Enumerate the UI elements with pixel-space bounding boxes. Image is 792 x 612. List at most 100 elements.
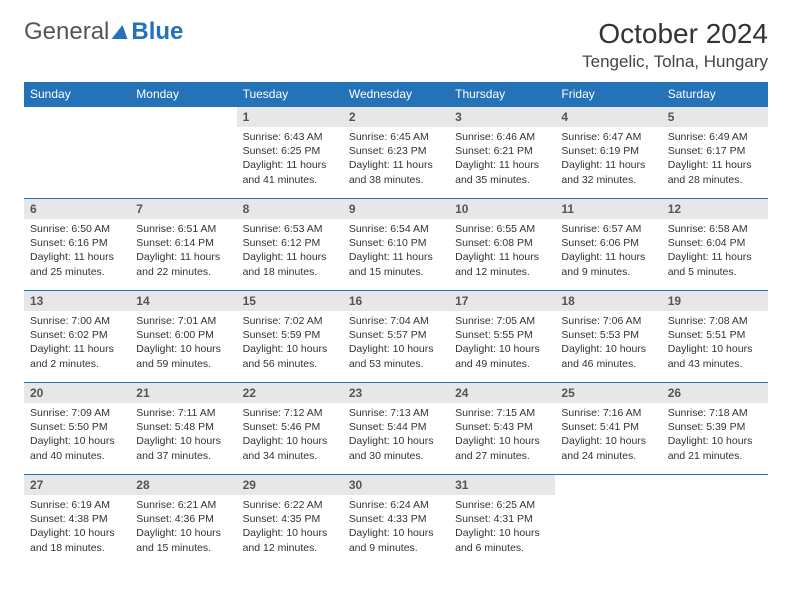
day-details: Sunrise: 6:19 AMSunset: 4:38 PMDaylight:…	[24, 495, 130, 559]
day-number: 29	[237, 475, 343, 495]
calendar-cell: 27Sunrise: 6:19 AMSunset: 4:38 PMDayligh…	[24, 475, 130, 567]
day-details: Sunrise: 6:57 AMSunset: 6:06 PMDaylight:…	[555, 219, 661, 283]
day-number: 25	[555, 383, 661, 403]
day-details: Sunrise: 7:08 AMSunset: 5:51 PMDaylight:…	[662, 311, 768, 375]
day-number: 15	[237, 291, 343, 311]
calendar-cell: 3Sunrise: 6:46 AMSunset: 6:21 PMDaylight…	[449, 107, 555, 199]
day-details: Sunrise: 7:13 AMSunset: 5:44 PMDaylight:…	[343, 403, 449, 467]
location-text: Tengelic, Tolna, Hungary	[582, 52, 768, 72]
day-number: 24	[449, 383, 555, 403]
calendar-row: 20Sunrise: 7:09 AMSunset: 5:50 PMDayligh…	[24, 383, 768, 475]
day-number: 8	[237, 199, 343, 219]
day-number: 28	[130, 475, 236, 495]
day-details: Sunrise: 6:46 AMSunset: 6:21 PMDaylight:…	[449, 127, 555, 191]
day-number: 17	[449, 291, 555, 311]
dayname-header: Thursday	[449, 82, 555, 107]
day-details: Sunrise: 7:09 AMSunset: 5:50 PMDaylight:…	[24, 403, 130, 467]
day-details: Sunrise: 7:00 AMSunset: 6:02 PMDaylight:…	[24, 311, 130, 375]
calendar-row: 6Sunrise: 6:50 AMSunset: 6:16 PMDaylight…	[24, 199, 768, 291]
day-details: Sunrise: 6:55 AMSunset: 6:08 PMDaylight:…	[449, 219, 555, 283]
day-number: 12	[662, 199, 768, 219]
day-number: 31	[449, 475, 555, 495]
calendar-cell: 21Sunrise: 7:11 AMSunset: 5:48 PMDayligh…	[130, 383, 236, 475]
calendar-cell: 8Sunrise: 6:53 AMSunset: 6:12 PMDaylight…	[237, 199, 343, 291]
calendar-cell	[24, 107, 130, 199]
calendar-cell: 23Sunrise: 7:13 AMSunset: 5:44 PMDayligh…	[343, 383, 449, 475]
day-details: Sunrise: 7:01 AMSunset: 6:00 PMDaylight:…	[130, 311, 236, 375]
calendar-cell: 9Sunrise: 6:54 AMSunset: 6:10 PMDaylight…	[343, 199, 449, 291]
calendar-cell: 22Sunrise: 7:12 AMSunset: 5:46 PMDayligh…	[237, 383, 343, 475]
calendar-cell: 18Sunrise: 7:06 AMSunset: 5:53 PMDayligh…	[555, 291, 661, 383]
day-number: 22	[237, 383, 343, 403]
day-details: Sunrise: 7:15 AMSunset: 5:43 PMDaylight:…	[449, 403, 555, 467]
day-details: Sunrise: 6:21 AMSunset: 4:36 PMDaylight:…	[130, 495, 236, 559]
calendar-cell: 25Sunrise: 7:16 AMSunset: 5:41 PMDayligh…	[555, 383, 661, 475]
day-details: Sunrise: 6:58 AMSunset: 6:04 PMDaylight:…	[662, 219, 768, 283]
day-number: 7	[130, 199, 236, 219]
calendar-cell: 13Sunrise: 7:00 AMSunset: 6:02 PMDayligh…	[24, 291, 130, 383]
day-number: 2	[343, 107, 449, 127]
day-number: 5	[662, 107, 768, 127]
day-details: Sunrise: 6:24 AMSunset: 4:33 PMDaylight:…	[343, 495, 449, 559]
dayname-header: Saturday	[662, 82, 768, 107]
day-details: Sunrise: 6:47 AMSunset: 6:19 PMDaylight:…	[555, 127, 661, 191]
day-number: 26	[662, 383, 768, 403]
calendar-cell: 28Sunrise: 6:21 AMSunset: 4:36 PMDayligh…	[130, 475, 236, 567]
dayname-header: Friday	[555, 82, 661, 107]
day-number: 4	[555, 107, 661, 127]
day-details: Sunrise: 7:12 AMSunset: 5:46 PMDaylight:…	[237, 403, 343, 467]
day-details: Sunrise: 6:50 AMSunset: 6:16 PMDaylight:…	[24, 219, 130, 283]
day-details: Sunrise: 7:18 AMSunset: 5:39 PMDaylight:…	[662, 403, 768, 467]
dayname-header: Sunday	[24, 82, 130, 107]
day-number: 19	[662, 291, 768, 311]
day-details: Sunrise: 7:02 AMSunset: 5:59 PMDaylight:…	[237, 311, 343, 375]
day-details: Sunrise: 6:22 AMSunset: 4:35 PMDaylight:…	[237, 495, 343, 559]
calendar-cell: 6Sunrise: 6:50 AMSunset: 6:16 PMDaylight…	[24, 199, 130, 291]
day-number: 1	[237, 107, 343, 127]
day-number: 6	[24, 199, 130, 219]
day-number: 23	[343, 383, 449, 403]
day-number: 11	[555, 199, 661, 219]
calendar-row: 13Sunrise: 7:00 AMSunset: 6:02 PMDayligh…	[24, 291, 768, 383]
calendar-head: SundayMondayTuesdayWednesdayThursdayFrid…	[24, 82, 768, 107]
calendar-cell: 26Sunrise: 7:18 AMSunset: 5:39 PMDayligh…	[662, 383, 768, 475]
calendar-cell: 31Sunrise: 6:25 AMSunset: 4:31 PMDayligh…	[449, 475, 555, 567]
calendar-cell: 7Sunrise: 6:51 AMSunset: 6:14 PMDaylight…	[130, 199, 236, 291]
day-details: Sunrise: 6:49 AMSunset: 6:17 PMDaylight:…	[662, 127, 768, 191]
calendar-cell: 11Sunrise: 6:57 AMSunset: 6:06 PMDayligh…	[555, 199, 661, 291]
month-title: October 2024	[582, 18, 768, 50]
calendar-body: 1Sunrise: 6:43 AMSunset: 6:25 PMDaylight…	[24, 107, 768, 567]
day-number: 16	[343, 291, 449, 311]
calendar-table: SundayMondayTuesdayWednesdayThursdayFrid…	[24, 82, 768, 567]
calendar-cell: 10Sunrise: 6:55 AMSunset: 6:08 PMDayligh…	[449, 199, 555, 291]
dayname-header: Tuesday	[237, 82, 343, 107]
day-number: 10	[449, 199, 555, 219]
day-details: Sunrise: 7:06 AMSunset: 5:53 PMDaylight:…	[555, 311, 661, 375]
calendar-cell	[555, 475, 661, 567]
calendar-cell	[130, 107, 236, 199]
title-block: October 2024 Tengelic, Tolna, Hungary	[582, 18, 768, 72]
day-number: 13	[24, 291, 130, 311]
day-details: Sunrise: 6:43 AMSunset: 6:25 PMDaylight:…	[237, 127, 343, 191]
calendar-cell: 1Sunrise: 6:43 AMSunset: 6:25 PMDaylight…	[237, 107, 343, 199]
day-number: 20	[24, 383, 130, 403]
day-number: 30	[343, 475, 449, 495]
calendar-cell: 15Sunrise: 7:02 AMSunset: 5:59 PMDayligh…	[237, 291, 343, 383]
day-details: Sunrise: 7:04 AMSunset: 5:57 PMDaylight:…	[343, 311, 449, 375]
calendar-cell: 16Sunrise: 7:04 AMSunset: 5:57 PMDayligh…	[343, 291, 449, 383]
page-header: General Blue October 2024 Tengelic, Toln…	[24, 18, 768, 72]
dayname-header: Monday	[130, 82, 236, 107]
calendar-row: 1Sunrise: 6:43 AMSunset: 6:25 PMDaylight…	[24, 107, 768, 199]
calendar-cell: 2Sunrise: 6:45 AMSunset: 6:23 PMDaylight…	[343, 107, 449, 199]
day-details: Sunrise: 6:45 AMSunset: 6:23 PMDaylight:…	[343, 127, 449, 191]
day-details: Sunrise: 7:11 AMSunset: 5:48 PMDaylight:…	[130, 403, 236, 467]
calendar-cell: 17Sunrise: 7:05 AMSunset: 5:55 PMDayligh…	[449, 291, 555, 383]
logo-triangle-icon	[112, 25, 131, 39]
calendar-row: 27Sunrise: 6:19 AMSunset: 4:38 PMDayligh…	[24, 475, 768, 567]
dayname-header: Wednesday	[343, 82, 449, 107]
calendar-cell: 24Sunrise: 7:15 AMSunset: 5:43 PMDayligh…	[449, 383, 555, 475]
day-details: Sunrise: 7:16 AMSunset: 5:41 PMDaylight:…	[555, 403, 661, 467]
calendar-cell: 5Sunrise: 6:49 AMSunset: 6:17 PMDaylight…	[662, 107, 768, 199]
day-details: Sunrise: 6:54 AMSunset: 6:10 PMDaylight:…	[343, 219, 449, 283]
calendar-cell: 30Sunrise: 6:24 AMSunset: 4:33 PMDayligh…	[343, 475, 449, 567]
